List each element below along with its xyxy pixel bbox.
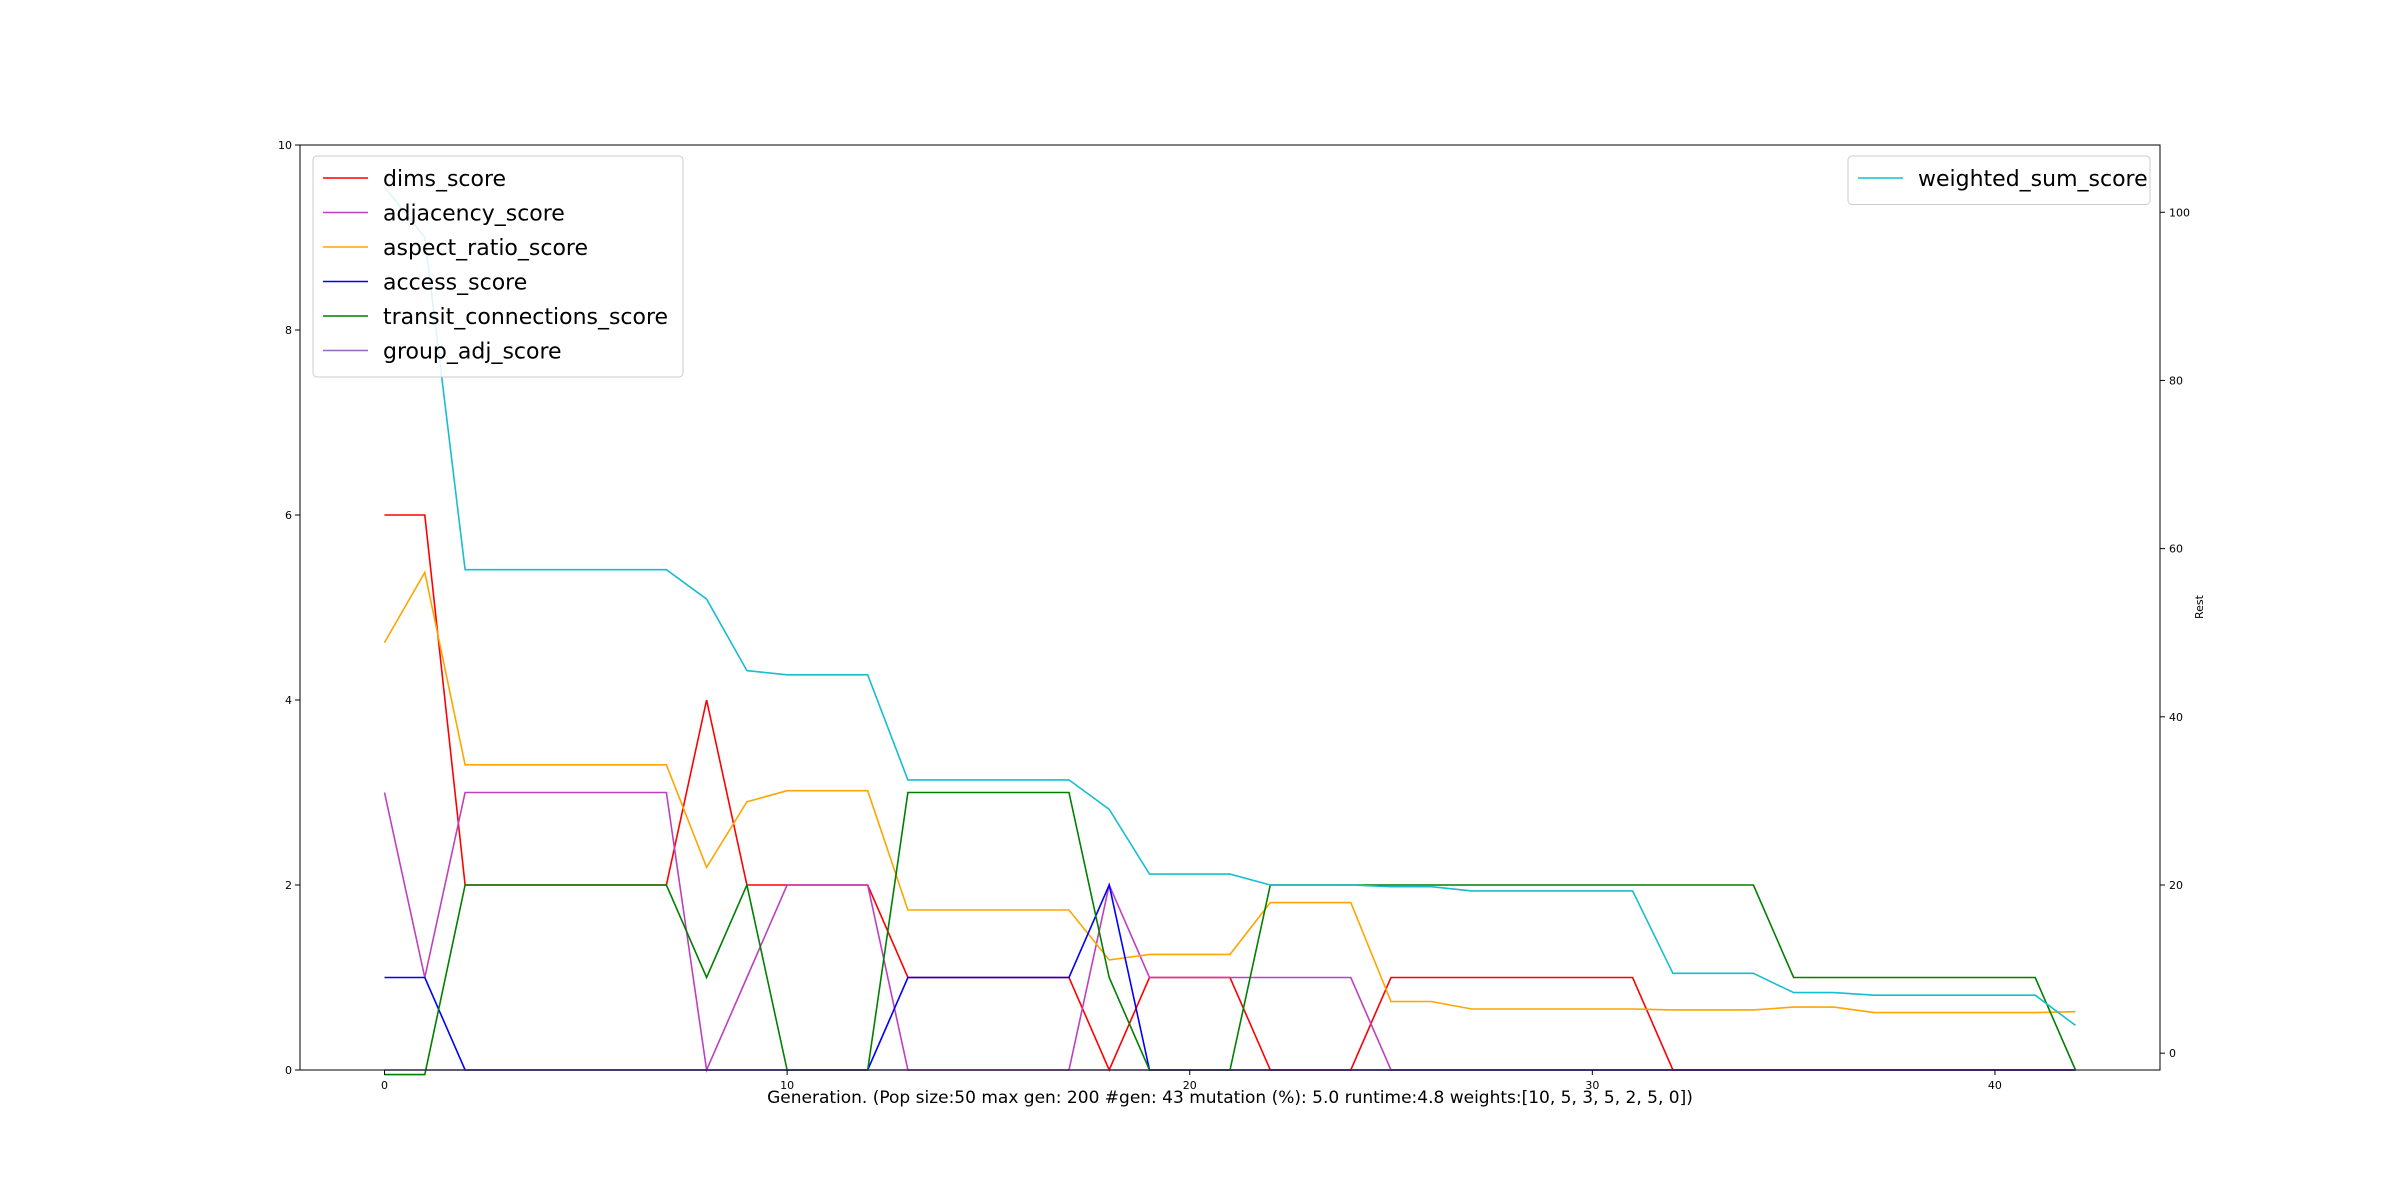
x-tick-label: 20 — [1183, 1079, 1197, 1092]
y-left-tick-label: 2 — [285, 879, 292, 892]
legend-box — [1847, 155, 2151, 205]
x-axis-label: Generation. (Pop size:50 max gen: 200 #g… — [767, 1088, 1693, 1108]
legend-label: transit_connections_score — [383, 305, 668, 330]
x-tick-label: 10 — [780, 1079, 794, 1092]
legend-box — [312, 155, 684, 378]
series-line-aspect-ratio-score — [383, 570, 2076, 1014]
y-left-tick-label: 8 — [285, 324, 292, 337]
y-right-tick-label: 0 — [2169, 1047, 2176, 1060]
legend-right: weighted_sum_score — [1847, 155, 2151, 205]
legend-left: dims_score adjacency_score aspect_ratio_sc… — [312, 155, 684, 378]
y-left-tick-label: 0 — [285, 1064, 292, 1077]
y-left-tick-label: 10 — [278, 139, 292, 152]
legend-label: group_adj_score — [383, 340, 562, 365]
y-left-tick-label: 6 — [285, 509, 292, 522]
right-axis-label: Rest — [2193, 594, 2206, 619]
legend-label: adjacency_score — [383, 202, 565, 227]
legend-label: aspect_ratio_score — [383, 236, 588, 261]
legend-label: access_score — [383, 271, 527, 296]
legend-label: weighted_sum_score — [1918, 167, 2148, 192]
plot-frame — [299, 144, 2161, 1071]
y-right-tick-label: 40 — [2169, 711, 2183, 724]
legend-label: dims_score — [383, 167, 506, 192]
y-right-tick-label: 20 — [2169, 879, 2183, 892]
series-line-weighted-sum-score — [383, 186, 2076, 1027]
y-left-tick-label: 4 — [285, 694, 292, 707]
y-right-tick-label: 80 — [2169, 374, 2183, 387]
y-right-tick-label: 100 — [2169, 206, 2190, 219]
x-tick-label: 40 — [1988, 1079, 2002, 1092]
y-right-tick-label: 60 — [2169, 543, 2183, 556]
x-tick-label: 0 — [381, 1079, 388, 1092]
x-tick-label: 30 — [1585, 1079, 1599, 1092]
